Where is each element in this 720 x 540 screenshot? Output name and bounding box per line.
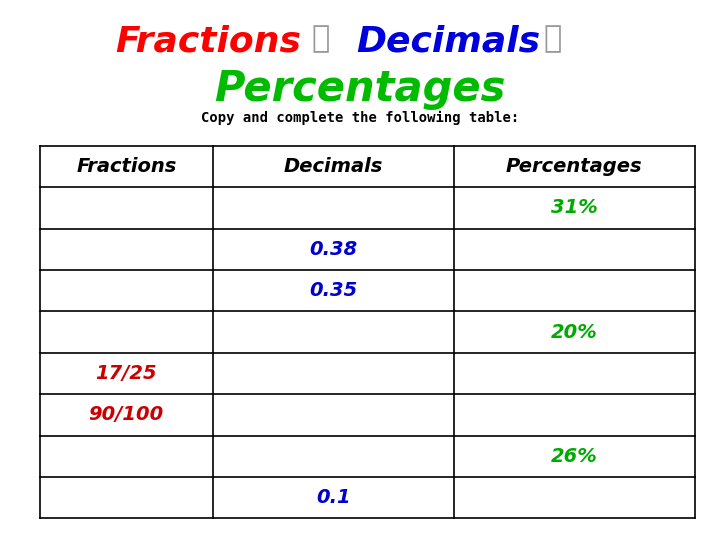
Text: 26%: 26% bbox=[551, 447, 598, 466]
Text: Percentages: Percentages bbox=[506, 157, 643, 176]
Text: Fractions: Fractions bbox=[115, 24, 301, 58]
Text: 0.35: 0.35 bbox=[310, 281, 358, 300]
Text: 17/25: 17/25 bbox=[96, 364, 157, 383]
Text: ⎙: ⎙ bbox=[311, 24, 329, 53]
Text: 90/100: 90/100 bbox=[89, 406, 164, 424]
Text: 31%: 31% bbox=[551, 198, 598, 218]
Text: 0.38: 0.38 bbox=[310, 240, 358, 259]
Text: ⎙: ⎙ bbox=[544, 24, 562, 53]
Text: Decimals: Decimals bbox=[356, 24, 541, 58]
Text: Decimals: Decimals bbox=[284, 157, 383, 176]
Text: Fractions: Fractions bbox=[76, 157, 176, 176]
Text: Copy and complete the following table:: Copy and complete the following table: bbox=[201, 111, 519, 125]
Text: 0.1: 0.1 bbox=[316, 488, 351, 507]
Text: Percentages: Percentages bbox=[215, 68, 505, 110]
Text: 20%: 20% bbox=[551, 322, 598, 342]
